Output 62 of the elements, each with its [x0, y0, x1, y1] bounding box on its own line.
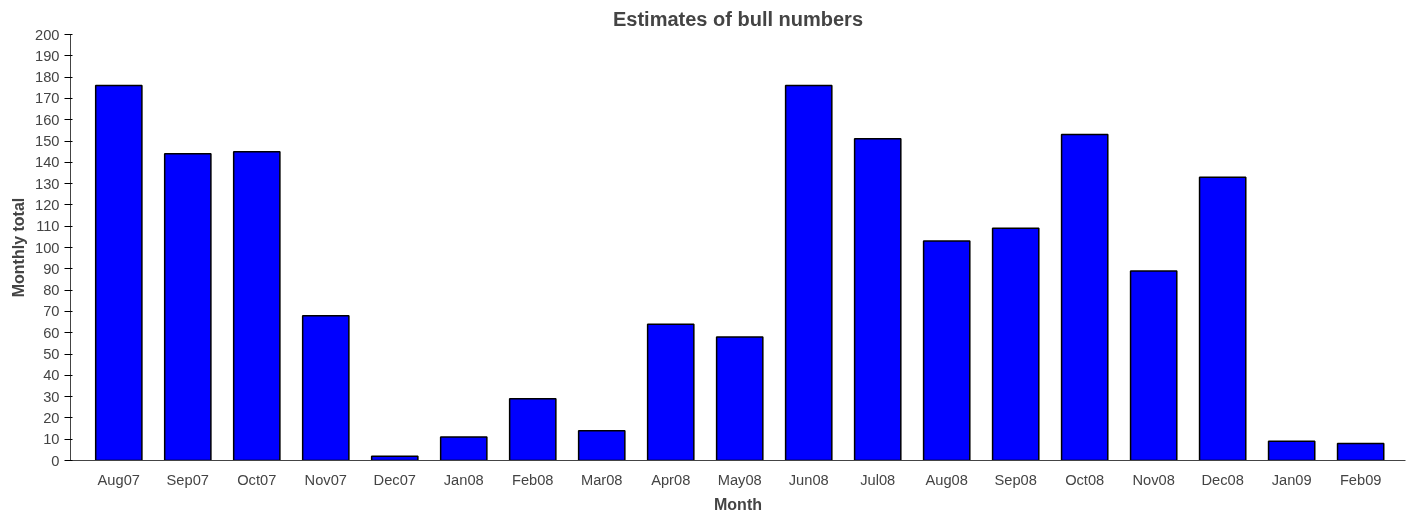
bar: [1267, 440, 1316, 461]
y-tick-label: 150: [35, 133, 60, 149]
x-tick-label: Jan09: [1271, 471, 1312, 488]
y-tick-label: 30: [43, 388, 60, 405]
x-tick-label: Nov08: [1132, 471, 1175, 488]
x-tick-label: Jun08: [788, 471, 829, 488]
chart-title: Estimates of bull numbers: [612, 7, 864, 30]
x-tick-label: Aug07: [97, 471, 140, 488]
bar: [646, 323, 695, 461]
bar: [991, 227, 1040, 461]
y-tick-label: 70: [43, 303, 60, 320]
bar: [508, 397, 557, 461]
bar: [1060, 133, 1109, 461]
x-tick-label: Nov07: [304, 471, 347, 488]
y-tick-label: 160: [35, 111, 60, 128]
x-tick-label: May08: [717, 471, 762, 488]
bar: [370, 455, 419, 461]
bar: [163, 153, 212, 461]
x-tick-label: Dec07: [373, 471, 416, 488]
y-tick-label: 130: [35, 175, 60, 192]
y-tick-label: 20: [43, 409, 60, 426]
bar: [232, 150, 281, 461]
y-tick-label: 50: [43, 346, 60, 362]
x-tick-label: Oct07: [237, 471, 277, 488]
y-tick-label: 90: [43, 260, 60, 277]
y-tick-label: 0: [51, 452, 60, 469]
bar: [922, 240, 971, 461]
y-tick-label: 120: [35, 196, 60, 213]
y-tick-label: 200: [35, 26, 60, 43]
y-axis-title: Monthly total: [10, 197, 28, 298]
x-tick-label: Feb08: [511, 471, 554, 488]
y-tick-label: 140: [35, 154, 60, 171]
y-tick-label: 10: [43, 431, 60, 448]
x-tick-label: Aug08: [925, 471, 968, 488]
bar: [1198, 176, 1247, 461]
y-tick-label: 60: [43, 324, 60, 341]
x-tick-label: Jul08: [860, 471, 896, 488]
bar: [784, 84, 833, 461]
bar: [577, 429, 626, 461]
y-tick-label: 180: [35, 69, 60, 86]
x-tick-label: Mar08: [580, 471, 623, 488]
y-tick-label: 40: [43, 367, 60, 384]
x-tick-label: Dec08: [1201, 471, 1244, 488]
bar: [439, 436, 488, 461]
x-tick-label: Apr08: [651, 471, 691, 488]
bar: [94, 84, 143, 461]
x-tick-label: Sep07: [166, 471, 209, 488]
x-tick-label: Feb09: [1339, 471, 1382, 488]
y-tick-label: 110: [36, 218, 60, 235]
y-tick-label: 190: [35, 47, 60, 64]
bar: [1336, 442, 1385, 461]
y-tick-label: 80: [43, 282, 60, 299]
x-tick-label: Jan08: [443, 471, 484, 488]
bar: [301, 314, 350, 461]
bar: [853, 138, 902, 461]
bar: [715, 336, 764, 461]
x-tick-label: Oct08: [1065, 471, 1105, 488]
x-tick-label: Sep08: [994, 471, 1037, 488]
x-axis-title: Month: [714, 495, 762, 513]
y-tick-label: 100: [35, 239, 60, 256]
y-tick-label: 170: [35, 90, 60, 107]
bar: [1129, 270, 1178, 461]
